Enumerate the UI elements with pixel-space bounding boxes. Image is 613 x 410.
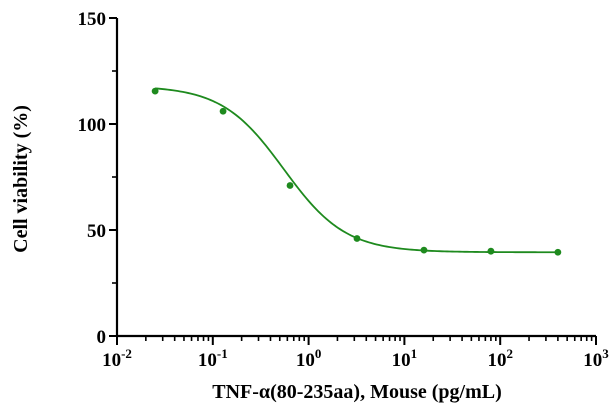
x-tick-label: 102 <box>487 346 513 371</box>
data-point <box>151 87 159 95</box>
y-axis-title: Cell viability (%) <box>10 105 32 253</box>
x-axis-title: TNF-α(80-235aa), Mouse (pg/mL) <box>212 381 501 403</box>
y-tick-label: 150 <box>78 9 107 30</box>
data-point <box>554 248 562 256</box>
y-tick-label: 100 <box>78 115 107 136</box>
data-point <box>487 247 495 255</box>
fit-curve <box>155 87 558 254</box>
data-point <box>420 246 428 254</box>
x-tick-label: 10-2 <box>102 346 132 371</box>
data-points <box>151 87 562 256</box>
x-tick-label: 100 <box>296 346 322 371</box>
data-point <box>219 107 227 115</box>
y-tick-label: 0 <box>97 327 107 348</box>
y-axis: 0 50 100 150 <box>78 9 119 348</box>
x-axis: 10-2 10-1 100 101 102 103 <box>102 334 609 371</box>
data-point <box>286 182 294 189</box>
x-tick-label: 103 <box>583 346 609 371</box>
x-tick-label: 10-1 <box>198 346 228 371</box>
data-point <box>353 235 361 242</box>
y-tick-label: 50 <box>87 221 106 242</box>
x-tick-label: 101 <box>392 346 418 371</box>
